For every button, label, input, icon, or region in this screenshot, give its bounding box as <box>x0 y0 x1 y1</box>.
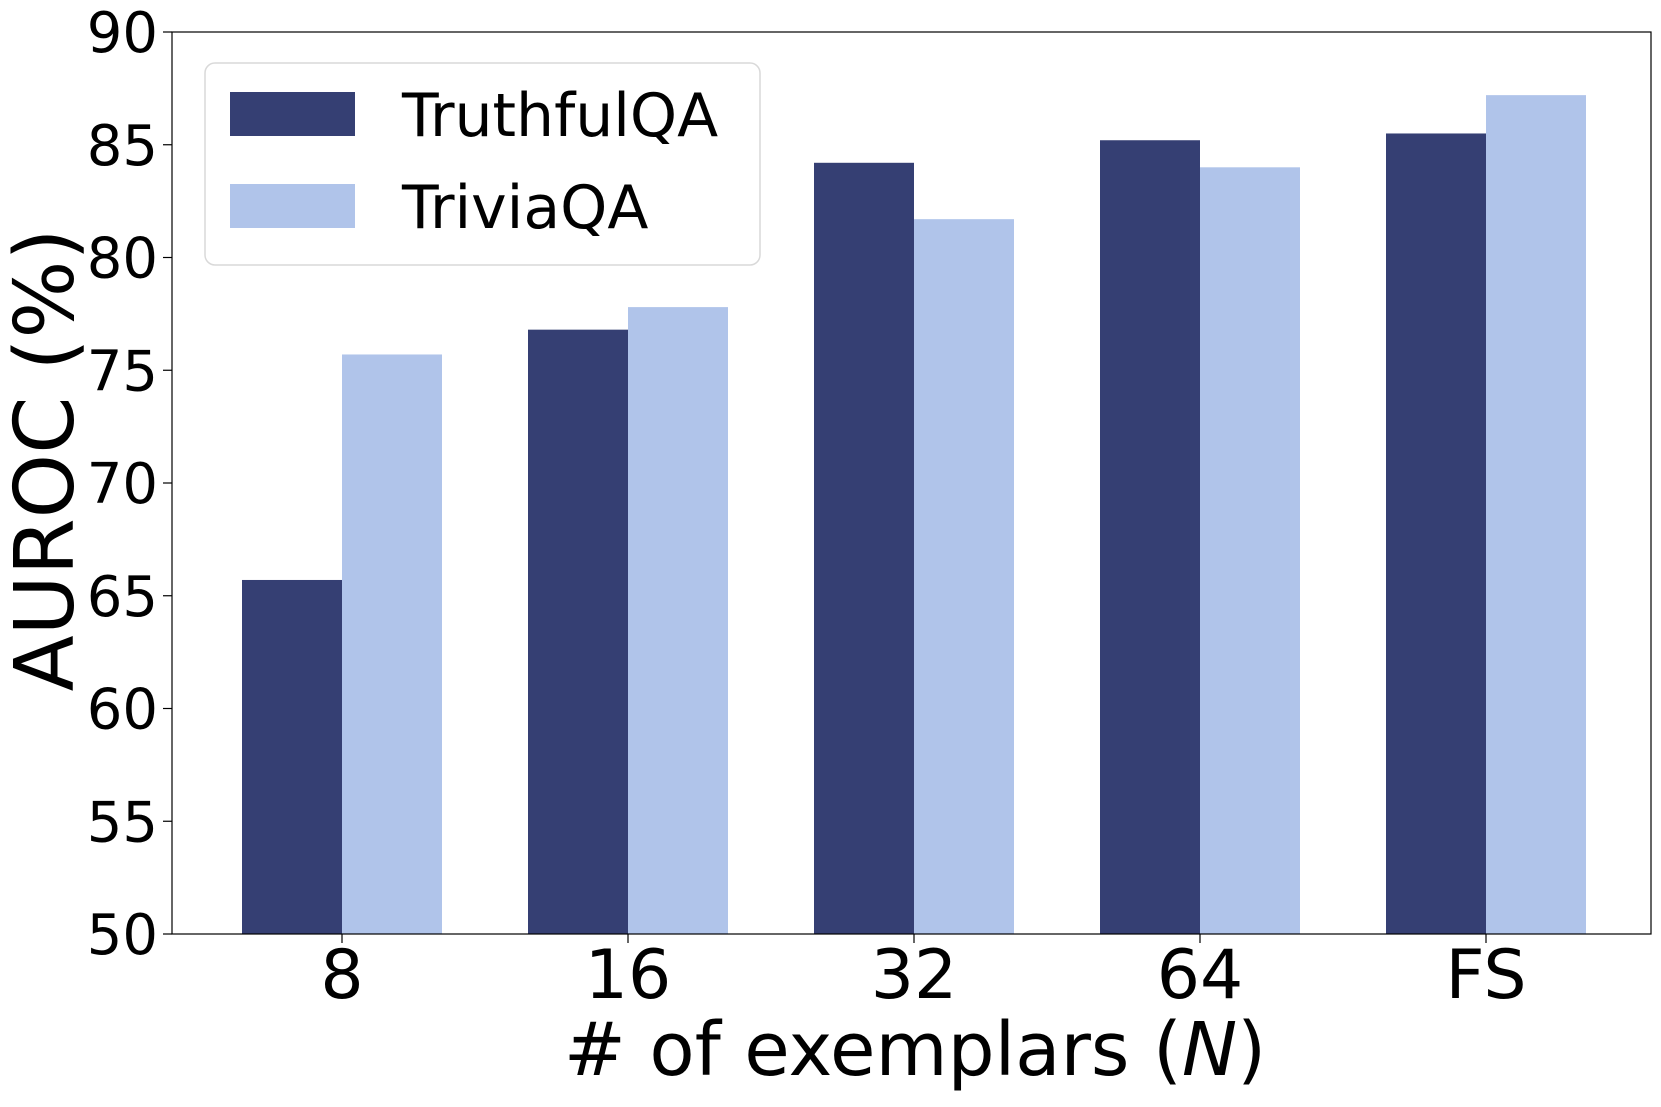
y-tick-label: 50 <box>87 903 158 968</box>
legend-swatch-triviaqa <box>230 184 355 228</box>
bar-triviaqa-8 <box>342 354 442 935</box>
x-tick-label: 16 <box>585 936 672 1015</box>
x-axis-ticks: 8 16 32 64 FS <box>320 934 1527 1015</box>
bar-triviaqa-32 <box>914 219 1014 935</box>
legend: TruthfulQA TriviaQA <box>204 62 761 266</box>
x-axis-title-prefix: # of exemplars ( <box>564 1007 1182 1093</box>
y-tick-label: 65 <box>87 565 158 630</box>
y-tick-label: 90 <box>87 1 158 66</box>
bar-truthfulqa-16 <box>528 329 628 934</box>
x-axis-title-suffix: ) <box>1237 1007 1266 1093</box>
bar-triviaqa-fs <box>1486 95 1586 934</box>
y-tick-label: 60 <box>87 678 158 743</box>
x-tick-label: 64 <box>1157 936 1244 1015</box>
bars-group <box>242 95 1586 935</box>
x-tick-label: FS <box>1445 936 1526 1015</box>
y-tick-label: 80 <box>87 227 158 292</box>
bar-triviaqa-16 <box>628 307 728 934</box>
y-tick-label: 55 <box>87 790 158 855</box>
x-axis-title-italic: N <box>1182 1007 1237 1093</box>
y-axis-ticks: 50 55 60 65 70 75 80 85 90 <box>87 1 172 968</box>
legend-swatch-truthfulqa <box>230 92 355 136</box>
x-axis-title: # of exemplars (N) <box>564 1007 1266 1093</box>
bar-truthfulqa-32 <box>814 162 914 935</box>
bar-triviaqa-64 <box>1200 167 1300 935</box>
bar-truthfulqa-64 <box>1100 140 1200 935</box>
x-tick-label: 32 <box>871 936 958 1015</box>
legend-label-truthfulqa: TruthfulQA <box>401 81 718 151</box>
y-tick-label: 70 <box>87 452 158 517</box>
x-tick-label: 8 <box>320 936 363 1015</box>
legend-label-triviaqa: TriviaQA <box>401 173 648 243</box>
y-tick-label: 75 <box>87 339 158 404</box>
y-axis-title: AUROC (%) <box>0 229 93 692</box>
bar-truthfulqa-8 <box>242 579 342 934</box>
bar-truthfulqa-fs <box>1386 133 1486 935</box>
y-tick-label: 85 <box>87 114 158 179</box>
